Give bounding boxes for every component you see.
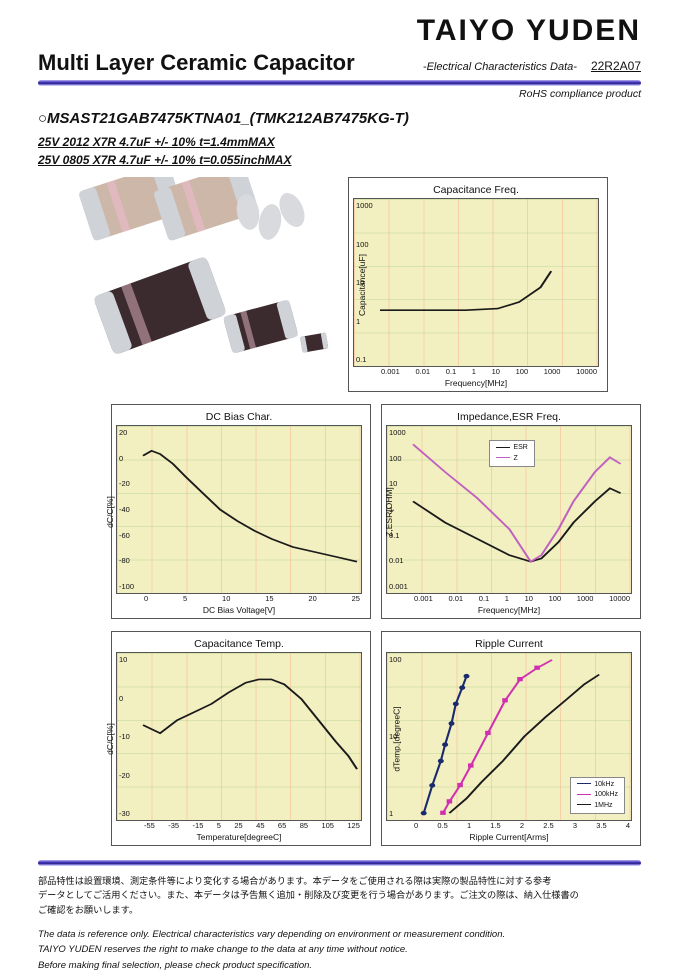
xtick-labels-impedance-esr: 0.001 0.01 0.1 1 10 100 1000 10000 <box>412 594 632 603</box>
chart-impedance-esr: Impedance,ESR Freq. 1000 100 10 1 0.1 0.… <box>381 404 641 619</box>
legend-impedance-esr: ESR Z <box>489 440 534 467</box>
middle-row: DC Bias Char. 20 0 -20 -40 -60 -80 -100 <box>38 404 641 619</box>
ylabel-dc-bias: dC/C[%] <box>105 496 115 528</box>
ylabel-ripple-current: dTemp.[degreeC] <box>392 706 402 771</box>
ylabel-impedance-esr: Z,ESR[OHM] <box>384 487 394 537</box>
brand-title: TAIYO YUDEN <box>417 14 641 48</box>
chart-title-impedance-esr: Impedance,ESR Freq. <box>386 411 632 423</box>
brand-header: TAIYO YUDEN <box>38 14 641 48</box>
chart-title-capacitance-temp: Capacitance Temp. <box>116 638 362 650</box>
xlabel-ripple-current: Ripple Current[Arms] <box>386 832 632 842</box>
doc-title: Multi Layer Ceramic Capacitor <box>38 50 355 76</box>
top-row: Capacitance Freq. 1000 100 10 1 0.1 0.00… <box>38 177 641 392</box>
xtick-labels-dc-bias: 0 5 10 15 20 25 <box>142 594 362 603</box>
rohs-label: RoHS compliance product <box>38 88 641 100</box>
footer-japanese-text: 部品特性は設置環境、測定条件等により変化する場合があります。本データをご使用され… <box>38 874 641 917</box>
xtick-labels-capacitance-temp: -55 -35 -15 5 25 45 65 85 105 125 <box>142 821 362 830</box>
xlabel-dc-bias: DC Bias Voltage[V] <box>116 605 362 615</box>
xlabel-capacitance-temp: Temperature[degreeC] <box>116 832 362 842</box>
spec-line-1: 25V 0805 X7R 4.7uF +/- 10% t=0.055inchMA… <box>38 151 641 169</box>
chart-plot-ripple-current: 100 10 1 <box>386 652 632 821</box>
chart-plot-dc-bias: 20 0 -20 -40 -60 -80 -100 <box>116 425 362 594</box>
doc-subtitle: -Electrical Characteristics Data- <box>423 61 577 73</box>
chart-title-ripple-current: Ripple Current <box>386 638 632 650</box>
part-number: ○MSAST21GAB7475KTNA01_(TMK212AB7475KG-T) <box>38 110 641 127</box>
xtick-labels-capacitance-freq: 0.001 0.01 0.1 1 10 100 1000 10000 <box>379 367 599 376</box>
legend-ripple-current: 10kHz 100kHz 1MHz <box>570 777 625 815</box>
xlabel-capacitance-freq: Frequency[MHz] <box>353 378 599 388</box>
curve-dc-bias <box>143 428 357 591</box>
title-meta: -Electrical Characteristics Data- 22R2A0… <box>423 59 641 73</box>
doc-number: 22R2A07 <box>591 59 641 73</box>
chart-plot-capacitance-temp: 10 0 -10 -20 -30 <box>116 652 362 821</box>
datasheet-page: TAIYO YUDEN Multi Layer Ceramic Capacito… <box>0 0 679 960</box>
chart-capacitance-temp: Capacitance Temp. 10 0 -10 -20 -30 -55 -… <box>111 631 371 846</box>
chart-plot-impedance-esr: 1000 100 10 1 0.1 0.01 0.001 ESR Z <box>386 425 632 594</box>
ytick-labels-dc-bias: 20 0 -20 -40 -60 -80 -100 <box>119 426 134 593</box>
chart-dc-bias: DC Bias Char. 20 0 -20 -40 -60 -80 -100 <box>111 404 371 619</box>
ytick-labels-capacitance-temp: 10 0 -10 -20 -30 <box>119 653 130 820</box>
curve-capacitance-temp <box>143 655 357 818</box>
ylabel-capacitance-freq: Capacitance[uF] <box>357 254 367 316</box>
ylabel-capacitance-temp: dC/C[%] <box>105 723 115 755</box>
footer-english-text: The data is reference only. Electrical c… <box>38 927 641 974</box>
chart-plot-capacitance-freq: 1000 100 10 1 0.1 <box>353 198 599 367</box>
spec-line-0: 25V 2012 X7R 4.7uF +/- 10% t=1.4mmMAX <box>38 133 641 151</box>
spec-lines: 25V 2012 X7R 4.7uF +/- 10% t=1.4mmMAX 25… <box>38 133 641 169</box>
footer-divider-bar <box>38 860 641 866</box>
chart-title-dc-bias: DC Bias Char. <box>116 411 362 423</box>
header-divider-bar <box>38 80 641 86</box>
title-row: Multi Layer Ceramic Capacitor -Electrica… <box>38 50 641 76</box>
curve-capacitance-freq <box>380 201 594 364</box>
capacitor-illustration-svg <box>38 177 338 392</box>
xtick-labels-ripple-current: 0 0.5 1 1.5 2 2.5 3 3.5 4 <box>412 821 632 830</box>
bottom-row: Capacitance Temp. 10 0 -10 -20 -30 -55 -… <box>38 631 641 846</box>
xlabel-impedance-esr: Frequency[MHz] <box>386 605 632 615</box>
chart-capacitance-freq: Capacitance Freq. 1000 100 10 1 0.1 0.00… <box>348 177 608 392</box>
chart-title-capacitance-freq: Capacitance Freq. <box>353 184 599 196</box>
chart-ripple-current: Ripple Current 100 10 1 <box>381 631 641 846</box>
product-image <box>38 177 338 392</box>
